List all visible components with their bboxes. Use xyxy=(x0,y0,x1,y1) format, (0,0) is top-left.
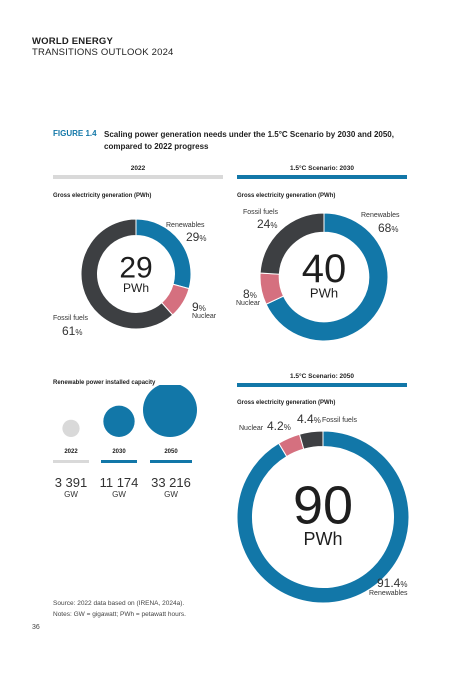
capacity-unit-2022: GW xyxy=(64,490,78,499)
capacity-year-2030: 2030 xyxy=(112,449,126,455)
section-label-2050: 1.5°C Scenario: 2050 xyxy=(289,373,355,380)
subtitle-capacity: Renewable power installed capacity xyxy=(53,380,156,386)
donut-unit: PWh xyxy=(310,285,338,300)
label-fossil-2050: Fossil fuels xyxy=(322,417,358,424)
capacity-unit-2030: GW xyxy=(112,490,126,499)
pct-nuclear-2050: 4.2% xyxy=(267,419,291,433)
donut-total: 90 xyxy=(293,475,353,535)
pct-renewables-2050: 91.4% xyxy=(377,576,408,590)
section-label-2022: 2022 xyxy=(130,165,146,172)
slice-fossil-fuels xyxy=(259,212,325,275)
capacity-unit-2050: GW xyxy=(164,490,178,499)
capacity-value-2050: 33 216 xyxy=(151,475,191,490)
subtitle-2022: Gross electricity generation (PWh) xyxy=(53,193,152,199)
capacity-bubble-2022 xyxy=(62,419,80,437)
report-subtitle: TRANSITIONS OUTLOOK 2024 xyxy=(32,47,174,58)
capacity-bubble-2050 xyxy=(143,385,197,437)
section-bar-2050 xyxy=(237,383,407,387)
label-renewables-2022: Renewables xyxy=(166,222,205,229)
figure-title: Scaling power generation needs under the… xyxy=(104,130,394,151)
figure-label: FIGURE 1.4 xyxy=(53,129,97,138)
source-text: Source: 2022 data based on (IRENA, 2024a… xyxy=(53,600,185,607)
label-nuclear-2050: Nuclear xyxy=(239,425,264,432)
section-bar-2022 xyxy=(53,175,223,179)
pct-fossil-2030: 24% xyxy=(257,217,278,231)
label-renewables-2030: Renewables xyxy=(361,212,400,219)
donut-total: 40 xyxy=(302,247,347,291)
donut-total: 29 xyxy=(119,252,152,285)
capacity-value-2030: 11 174 xyxy=(99,475,139,490)
slice-renewables xyxy=(236,430,410,604)
label-nuclear-2022: Nuclear xyxy=(192,313,217,320)
section-bar-2030 xyxy=(237,175,407,179)
label-fossil-2022: Fossil fuels xyxy=(53,315,89,322)
capacity-value-2022: 3 391 xyxy=(54,475,88,490)
notes-text: Notes: GW = gigawatt; PWh = petawatt hou… xyxy=(53,611,186,618)
label-fossil-2030: Fossil fuels xyxy=(243,209,279,216)
capacity-bar-2050 xyxy=(150,460,192,463)
pct-fossil-2050: 4.4% xyxy=(297,412,321,426)
capacity-year-2050: 2050 xyxy=(164,449,178,455)
pct-renewables-2030: 68% xyxy=(378,221,399,235)
subtitle-2050: Gross electricity generation (PWh) xyxy=(237,400,336,406)
pct-fossil-2022: 61% xyxy=(62,324,83,338)
pct-nuclear-2030: 8% xyxy=(243,287,257,301)
report-title: WORLD ENERGY xyxy=(32,36,114,47)
page-number: 36 xyxy=(32,624,40,631)
slice-fossil-fuels xyxy=(298,430,324,450)
subtitle-2030: Gross electricity generation (PWh) xyxy=(237,193,336,199)
donut-unit: PWh xyxy=(123,281,149,295)
section-label-2030: 1.5°C Scenario: 2030 xyxy=(289,165,355,172)
capacity-year-2022: 2022 xyxy=(64,449,78,455)
pct-nuclear-2022: 9% xyxy=(192,300,206,314)
label-renewables-2050: Renewables xyxy=(369,590,408,597)
label-nuclear-2030: Nuclear xyxy=(236,300,261,307)
capacity-bubble-chart xyxy=(62,385,197,437)
capacity-bubble-2030 xyxy=(103,405,135,437)
slice-renewables xyxy=(265,212,389,342)
capacity-bar-2030 xyxy=(101,460,137,463)
capacity-bar-2022 xyxy=(53,460,89,463)
pct-renewables-2022: 29% xyxy=(186,230,207,244)
slice-fossil-fuels xyxy=(80,218,174,330)
donut-unit: PWh xyxy=(303,529,342,549)
figure-notes: Source: 2022 data based on (IRENA, 2024a… xyxy=(53,598,186,620)
